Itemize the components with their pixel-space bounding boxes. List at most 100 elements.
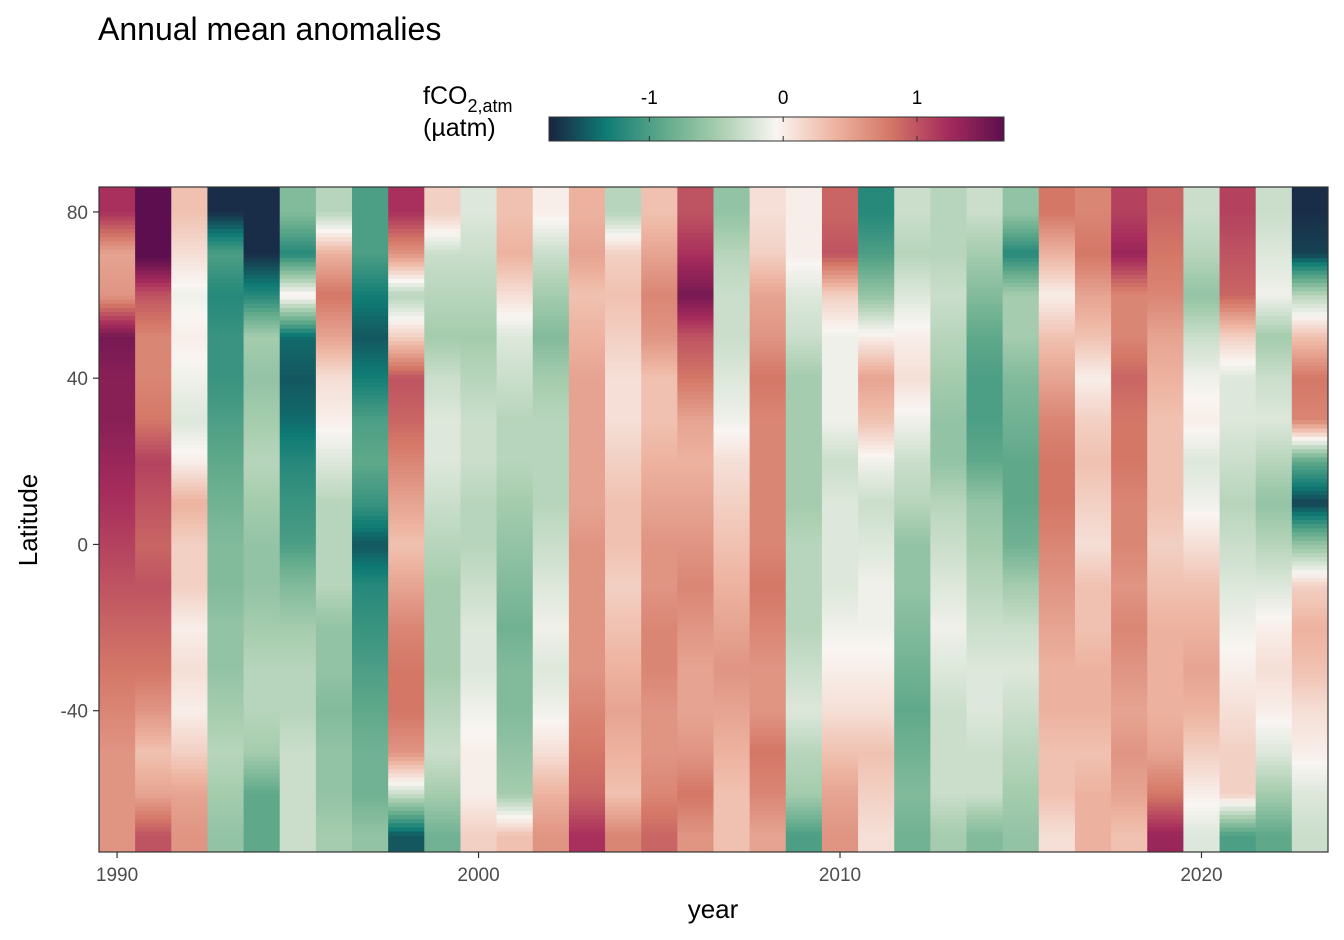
heatmap-cell [966, 502, 1004, 508]
heatmap-cell [388, 340, 425, 346]
heatmap-cell [785, 432, 823, 437]
heatmap-cell [1074, 236, 1112, 242]
heatmap-cell [388, 536, 425, 541]
heatmap-cell [821, 498, 859, 504]
heatmap-cell [749, 253, 787, 259]
heatmap-cell [785, 627, 823, 633]
heatmap-cell [279, 561, 317, 566]
heatmap-cells [99, 187, 1329, 853]
heatmap-cell [99, 191, 136, 196]
heatmap-cell [894, 274, 931, 279]
heatmap-cell [460, 353, 498, 358]
heatmap-cell [352, 386, 389, 392]
heatmap-cell [568, 303, 606, 308]
heatmap-cell [1002, 403, 1040, 408]
heatmap-cell [749, 669, 787, 674]
heatmap-cell [966, 286, 1004, 292]
heatmap-cell [496, 444, 534, 450]
heatmap-cell [171, 552, 208, 558]
heatmap-cell [1183, 245, 1220, 250]
heatmap-cell [207, 311, 244, 317]
heatmap-cell [568, 278, 606, 283]
heatmap-cell [424, 644, 461, 649]
heatmap-cell [1111, 677, 1148, 682]
heatmap-cell [1147, 224, 1184, 229]
heatmap-cell [966, 739, 1004, 745]
heatmap-cell [1147, 664, 1184, 670]
heatmap-cell [460, 536, 498, 541]
heatmap-cell [388, 581, 425, 587]
heatmap-cell [1111, 822, 1148, 828]
heatmap-cell [605, 274, 642, 279]
heatmap-cell [713, 619, 751, 624]
heatmap-cell [1147, 328, 1184, 333]
heatmap-cell [279, 681, 317, 687]
heatmap-cell [966, 245, 1004, 250]
heatmap-cell [135, 378, 172, 383]
heatmap-cell [532, 249, 570, 254]
heatmap-cell [858, 365, 895, 371]
heatmap-cell [99, 461, 136, 466]
heatmap-cell [605, 199, 642, 205]
heatmap-cell [966, 403, 1004, 408]
heatmap-cell [496, 847, 534, 853]
heatmap-cell [1002, 702, 1040, 707]
heatmap-cell [315, 544, 353, 549]
heatmap-cell [785, 236, 823, 242]
heatmap-cell [99, 494, 136, 500]
heatmap-cell [532, 448, 570, 454]
heatmap-cell [677, 681, 714, 687]
heatmap-cell [966, 282, 1004, 288]
heatmap-cell [785, 253, 823, 259]
heatmap-cell [821, 461, 859, 466]
heatmap-cell [171, 573, 208, 579]
heatmap-cell [1147, 490, 1184, 495]
heatmap-cell [1002, 640, 1040, 645]
heatmap-cell [894, 777, 931, 782]
heatmap-cell [207, 627, 244, 633]
heatmap-cell [315, 594, 353, 599]
heatmap-cell [1183, 494, 1220, 500]
heatmap-cell [279, 498, 317, 504]
heatmap-cell [1002, 365, 1040, 371]
heatmap-cell [496, 590, 534, 595]
heatmap-cell [858, 349, 895, 354]
heatmap-cell [1111, 586, 1148, 591]
heatmap-cell [641, 752, 678, 757]
heatmap-cell [352, 428, 389, 433]
heatmap-cell [1074, 681, 1112, 687]
heatmap-cell [1183, 818, 1220, 824]
heatmap-cell [460, 519, 498, 525]
heatmap-cell [243, 502, 281, 508]
heatmap-cell [279, 789, 317, 795]
heatmap-cell [388, 211, 425, 217]
heatmap-cell [1111, 320, 1148, 325]
heatmap-cell [677, 249, 714, 254]
heatmap-cell [894, 390, 931, 396]
heatmap-cell [930, 847, 967, 853]
heatmap-cell [496, 473, 534, 479]
heatmap-cell [460, 577, 498, 583]
heatmap-cell [243, 220, 281, 225]
heatmap-cell [713, 586, 751, 591]
heatmap-cell [424, 282, 461, 288]
heatmap-cell [315, 394, 353, 400]
heatmap-cell [171, 469, 208, 475]
heatmap-cell [930, 689, 967, 695]
heatmap-cell [713, 365, 751, 371]
heatmap-cell [279, 440, 317, 446]
heatmap-cell [279, 685, 317, 691]
heatmap-cell [135, 777, 172, 782]
heatmap-cell [207, 245, 244, 250]
heatmap-cell [1002, 694, 1040, 699]
heatmap-cell [460, 565, 498, 570]
heatmap-cell [713, 590, 751, 595]
heatmap-cell [171, 785, 208, 791]
heatmap-cell [1074, 290, 1112, 296]
heatmap-cell [1074, 714, 1112, 720]
heatmap-cell [460, 843, 498, 849]
heatmap-cell [821, 361, 859, 367]
heatmap-cell [568, 419, 606, 425]
heatmap-cell [388, 619, 425, 624]
heatmap-cell [243, 748, 281, 753]
